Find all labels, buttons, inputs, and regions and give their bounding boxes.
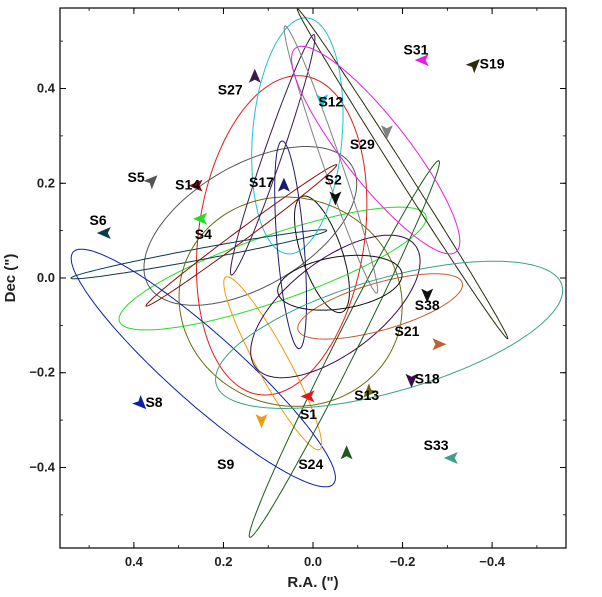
- y-tick-label: −0.2: [29, 365, 55, 380]
- label-s1: S1: [300, 406, 317, 422]
- arrow-s6: [96, 227, 111, 239]
- y-tick-label: 0.0: [37, 270, 55, 285]
- x-axis-title: R.A. ("): [287, 574, 338, 591]
- arrow-s17: [277, 177, 290, 192]
- label-s18: S18: [415, 371, 440, 387]
- label-s31: S31: [404, 41, 429, 57]
- orbit-layer: [70, 8, 564, 538]
- label-s13: S13: [354, 387, 379, 403]
- arrow-s2: [329, 191, 342, 206]
- y-tick-label: 0.4: [37, 81, 56, 96]
- orbit-s19: [296, 8, 509, 340]
- orbit-s38: [277, 254, 403, 311]
- arrow-s9: [255, 414, 268, 429]
- orbit-s24: [248, 160, 441, 538]
- tick-layer: 0.4 0.2 0.0 −0.2 −0.4 0.4 0.2 0.0 −0.2 −0.4: [29, 8, 566, 569]
- arrow-s29: [380, 125, 393, 140]
- orbit-s14: [145, 164, 338, 307]
- orbit-s33: [215, 260, 564, 410]
- label-s27: S27: [218, 82, 243, 98]
- x-tick-label: 0.4: [125, 554, 144, 569]
- orbit-s6: [70, 229, 328, 280]
- label-s17: S17: [249, 174, 274, 190]
- x-tick-label: −0.2: [390, 554, 416, 569]
- orbit-s21: [297, 273, 464, 340]
- orbit-s27: [230, 34, 316, 276]
- orbit-s29: [283, 25, 379, 294]
- orbit-s18: [250, 234, 421, 379]
- arrow-s31: [414, 54, 429, 67]
- orbit-s1: [195, 75, 368, 396]
- arrow-s21: [432, 338, 447, 351]
- x-tick-label: 0.2: [214, 554, 232, 569]
- label-s33: S33: [424, 437, 449, 453]
- orbit-s13: [178, 196, 403, 407]
- x-tick-label: −0.4: [479, 554, 505, 569]
- label-s12: S12: [318, 93, 343, 109]
- orbit-s12: [251, 17, 344, 255]
- arrow-s33: [443, 452, 458, 464]
- orbit-s31: [291, 45, 461, 255]
- arrow-s5: [143, 175, 158, 190]
- label-s14: S14: [175, 176, 200, 192]
- arrow-s1: [300, 390, 315, 403]
- orbit-s17: [274, 140, 307, 350]
- label-s29: S29: [350, 136, 375, 152]
- orbit-s8: [70, 248, 336, 488]
- label-s6: S6: [90, 212, 107, 228]
- label-s5: S5: [128, 169, 145, 185]
- arrow-s27: [248, 68, 261, 83]
- y-tick-label: 0.2: [37, 175, 55, 190]
- x-tick-label: 0.0: [304, 554, 322, 569]
- star-label-layer: S1 S2 S4 S5 S6 S8 S9 S12 S13 S14 S17 S18 S19 S21 S24 S2…: [90, 41, 505, 472]
- arrow-s4: [193, 212, 208, 225]
- label-s2: S2: [325, 172, 342, 188]
- orbit-s4: [118, 206, 427, 331]
- orbit-s2: [294, 195, 350, 314]
- label-s38: S38: [415, 297, 440, 313]
- arrow-s24: [340, 445, 353, 460]
- arrow-s12: [316, 94, 328, 109]
- label-s9: S9: [217, 456, 234, 472]
- arrow-s19: [465, 59, 480, 74]
- orbit-s5: [143, 146, 358, 306]
- label-s24: S24: [298, 456, 323, 472]
- label-s8: S8: [145, 394, 162, 410]
- y-axis-title: Dec ("): [2, 254, 19, 303]
- arrow-s13: [363, 383, 378, 398]
- arrow-layer: [96, 54, 480, 464]
- label-s19: S19: [480, 56, 505, 72]
- arrow-s14: [188, 179, 203, 192]
- label-s4: S4: [195, 226, 212, 242]
- label-s21: S21: [395, 323, 420, 339]
- arrow-s18: [405, 373, 418, 388]
- arrow-s38: [421, 288, 434, 303]
- y-tick-label: −0.4: [29, 459, 55, 474]
- orbit-s9: [223, 276, 323, 451]
- arrow-s8: [132, 395, 147, 410]
